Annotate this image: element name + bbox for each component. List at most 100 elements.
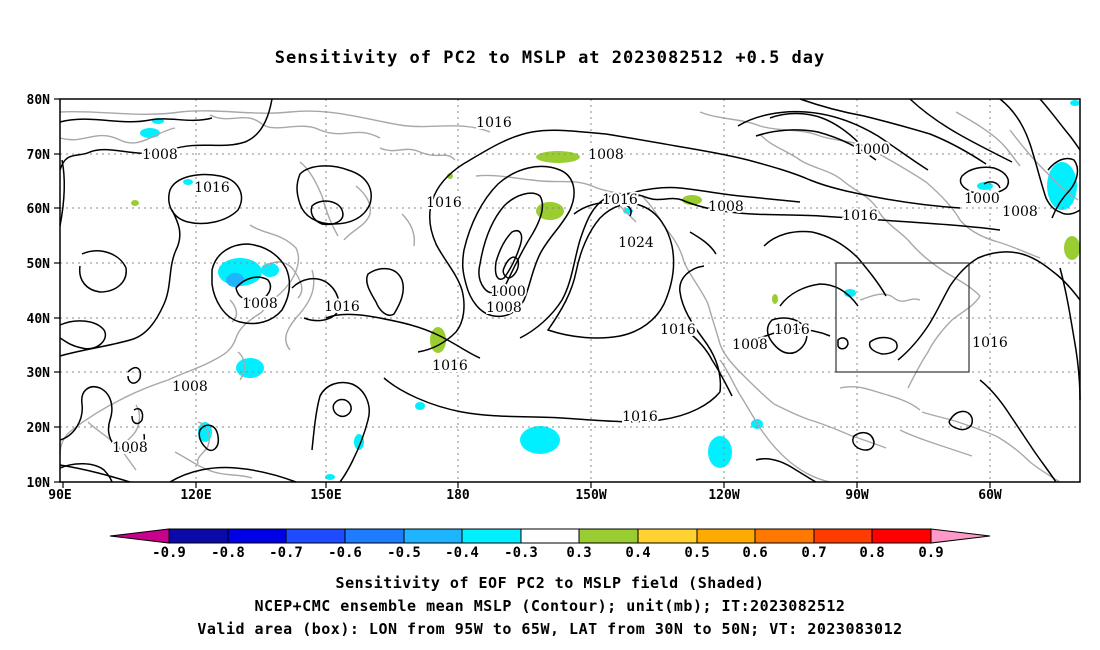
shade-patch <box>415 402 425 410</box>
colorbar-right-arrow <box>930 528 991 544</box>
colorbar <box>109 528 991 544</box>
coastline <box>959 219 1041 259</box>
contour-label: 1008 <box>486 300 522 316</box>
lat-label: 80N <box>27 93 51 108</box>
contour-label: 1008 <box>112 440 148 456</box>
colorbar-cell <box>403 528 463 544</box>
contour-line <box>573 201 632 217</box>
coastline <box>209 114 381 139</box>
contour-line <box>461 165 575 318</box>
colorbar-cell <box>227 528 287 544</box>
contour-label: 1024 <box>618 235 654 251</box>
shade-patch <box>708 436 732 468</box>
lon-label: 90W <box>845 488 869 503</box>
lon-label: 180 <box>446 488 470 503</box>
shade-patch <box>261 263 279 277</box>
shade-patch <box>140 128 160 138</box>
colorbar-cell <box>696 528 756 544</box>
contour-label: 1016 <box>660 322 696 338</box>
contour-line <box>983 181 1001 189</box>
contour-label: 1016 <box>774 322 810 338</box>
contour-line <box>325 313 481 359</box>
contour-line <box>235 276 272 302</box>
contour-line <box>605 133 961 209</box>
colorbar-label: -0.4 <box>445 545 479 561</box>
contour-line <box>1047 157 1079 219</box>
lat-label: 50N <box>27 257 51 272</box>
colorbar-cell <box>871 528 932 544</box>
contour-line <box>959 166 1010 195</box>
contour-line <box>131 408 144 425</box>
contour-line <box>59 98 273 171</box>
contour-line <box>211 243 291 325</box>
chart-title: Sensitivity of PC2 to MSLP at 2023082512… <box>274 48 826 68</box>
colorbar-label: 0.4 <box>625 545 650 561</box>
shade-patch <box>198 422 212 442</box>
contour-label: 1000 <box>964 191 1000 207</box>
contour-line <box>1039 98 1081 151</box>
colorbar-label: -0.9 <box>152 545 186 561</box>
contour-line <box>1059 209 1081 215</box>
footer-caption-valid-area: Valid area (box): LON from 95W to 65W, L… <box>197 620 903 638</box>
contour-line <box>59 463 113 483</box>
coastline <box>995 435 1061 483</box>
shade-patch <box>844 289 856 297</box>
contour-label: 1000 <box>490 284 526 300</box>
colorbar-label: -0.3 <box>504 545 538 561</box>
contour-line <box>417 129 607 353</box>
coastline <box>174 451 253 479</box>
contour-line <box>868 336 898 355</box>
contour-line <box>755 458 817 483</box>
shade-patch <box>977 182 993 190</box>
lat-label: 30N <box>27 366 51 381</box>
colorbar-label: 0.7 <box>801 545 826 561</box>
colorbar-label: 0.5 <box>684 545 709 561</box>
colorbar-label: 0.9 <box>918 545 943 561</box>
shade-patch <box>236 358 264 378</box>
contour-line <box>494 230 523 280</box>
shade-patch <box>226 273 244 287</box>
lon-label: 150E <box>310 488 341 503</box>
validation-box <box>835 262 970 373</box>
contour-line <box>59 320 107 350</box>
coastline <box>59 127 176 144</box>
contour-line <box>909 98 1013 163</box>
contour-label: 1008 <box>588 147 624 163</box>
contour-line <box>755 129 877 161</box>
contour-line <box>647 197 1001 231</box>
lon-label: 120E <box>180 488 211 503</box>
shade-patch <box>536 151 580 163</box>
shade-patch <box>1070 100 1080 106</box>
contour-label: 1016 <box>622 409 658 425</box>
contour-line <box>546 202 675 339</box>
contour-labels: 1016 1008 1016 1008 1000 1016 1008 1016 … <box>110 113 1040 458</box>
colorbar-cell <box>813 528 873 544</box>
contour-line <box>198 424 220 452</box>
contour-line <box>739 328 831 345</box>
shade-patch <box>1047 162 1077 210</box>
contour-line <box>737 110 929 171</box>
contour-label: 1008 <box>242 296 278 312</box>
coastline <box>59 311 263 456</box>
colorbar-left-arrow <box>109 528 170 544</box>
longitude-labels: 90E 120E 150E 180 150W 120W 90W 60W <box>48 488 1002 503</box>
colorbar-label: 0.6 <box>742 545 767 561</box>
coastline <box>401 213 416 247</box>
contour-label: 1008 <box>142 147 178 163</box>
contour-line <box>619 186 801 203</box>
coastline <box>773 403 887 449</box>
contour-line <box>383 377 721 423</box>
coastline <box>899 429 973 457</box>
coastline <box>87 421 137 471</box>
contour-line <box>332 398 352 418</box>
lon-label: 60W <box>978 488 1002 503</box>
contour-label: 1008 <box>172 379 208 395</box>
contour-line <box>979 379 1057 483</box>
contour-line <box>310 200 344 226</box>
contour-line <box>127 367 142 384</box>
contour-label: 1016 <box>476 115 512 131</box>
coastline <box>343 185 372 241</box>
contour-label: 1008 <box>1002 204 1038 220</box>
contour-line <box>948 410 973 431</box>
